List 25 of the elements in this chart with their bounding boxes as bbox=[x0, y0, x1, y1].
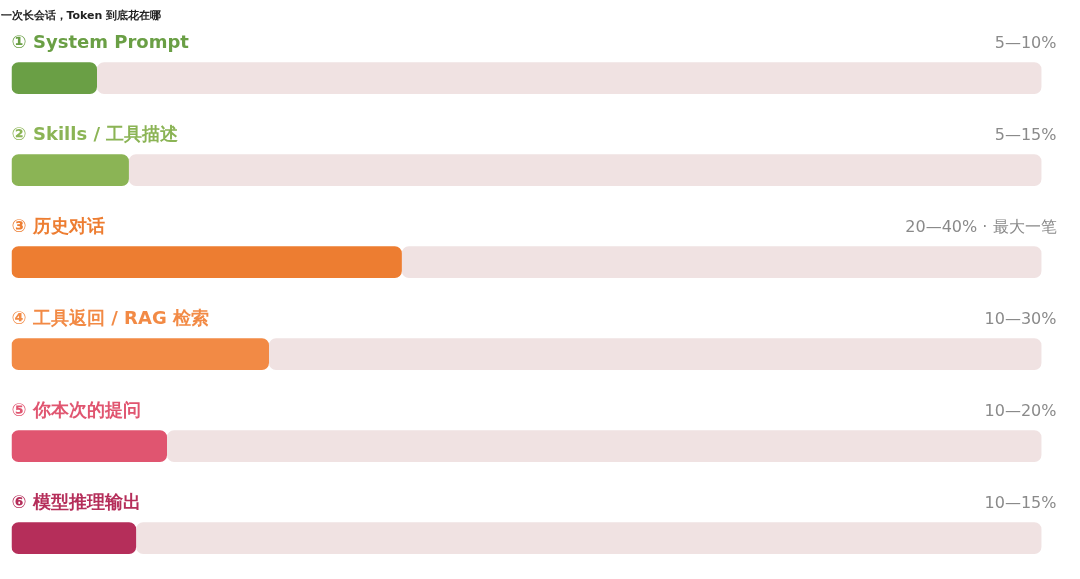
bar bbox=[167, 430, 1042, 462]
annotation: 5—10% bbox=[994, 32, 1057, 52]
y-tick-label: ④ 工具返回 / RAG 检索 bbox=[11, 306, 209, 328]
y-tick-label: ② Skills / 工具描述 bbox=[11, 122, 180, 144]
annotation: 10—15% bbox=[984, 492, 1057, 512]
text: 一次长会话，Token 到底花在哪 bbox=[0, 8, 162, 22]
y-tick-label: ⑤ 你本次的提问 bbox=[11, 398, 142, 420]
y-tick-label: ① System Prompt bbox=[11, 30, 190, 52]
bar bbox=[11, 430, 168, 462]
annotation: 5—15% bbox=[994, 124, 1057, 144]
y-tick-label: ⑥ 模型推理输出 bbox=[11, 490, 142, 512]
annotation: 10—20% bbox=[984, 400, 1057, 420]
bar bbox=[136, 522, 1042, 554]
bar bbox=[268, 338, 1042, 370]
bar bbox=[11, 522, 137, 554]
y-tick-label: ③ 历史对话 bbox=[11, 214, 106, 236]
bar bbox=[401, 246, 1042, 278]
bar bbox=[96, 62, 1042, 94]
annotation: 10—30% bbox=[984, 308, 1057, 328]
annotation: 20—40% · 最大一笔 bbox=[905, 216, 1057, 236]
bar bbox=[128, 154, 1042, 186]
bar bbox=[11, 246, 402, 278]
bar bbox=[11, 154, 129, 186]
bar bbox=[11, 338, 269, 370]
bar bbox=[11, 62, 97, 94]
